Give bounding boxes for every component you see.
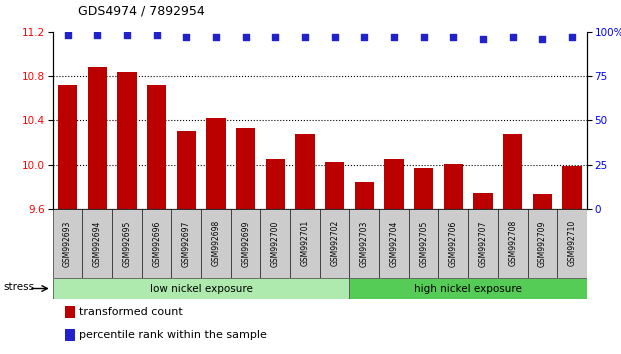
Text: GSM992704: GSM992704 xyxy=(389,220,399,267)
FancyBboxPatch shape xyxy=(290,209,320,278)
FancyBboxPatch shape xyxy=(557,209,587,278)
FancyBboxPatch shape xyxy=(83,209,112,278)
Point xyxy=(241,34,251,40)
Bar xyxy=(88,67,107,209)
Point xyxy=(419,34,428,40)
Bar xyxy=(65,329,75,341)
Point xyxy=(152,33,161,38)
FancyBboxPatch shape xyxy=(438,209,468,278)
Bar xyxy=(533,194,552,209)
Text: transformed count: transformed count xyxy=(79,307,183,317)
Bar xyxy=(236,128,255,209)
Text: GSM992696: GSM992696 xyxy=(152,220,161,267)
Point xyxy=(63,33,73,38)
Bar xyxy=(325,162,344,209)
Bar xyxy=(266,159,285,209)
Point xyxy=(93,33,102,38)
Text: GSM992708: GSM992708 xyxy=(508,220,517,267)
FancyBboxPatch shape xyxy=(468,209,498,278)
Point xyxy=(300,34,310,40)
Text: GSM992707: GSM992707 xyxy=(479,220,487,267)
Bar xyxy=(355,182,374,209)
Point xyxy=(448,34,458,40)
FancyBboxPatch shape xyxy=(527,209,557,278)
FancyBboxPatch shape xyxy=(260,209,290,278)
FancyBboxPatch shape xyxy=(53,209,83,278)
Text: GSM992705: GSM992705 xyxy=(419,220,428,267)
Text: GSM992699: GSM992699 xyxy=(241,220,250,267)
Bar xyxy=(176,131,196,209)
FancyBboxPatch shape xyxy=(171,209,201,278)
Point xyxy=(478,36,488,42)
FancyBboxPatch shape xyxy=(409,209,438,278)
FancyBboxPatch shape xyxy=(498,209,527,278)
Text: GSM992695: GSM992695 xyxy=(122,220,132,267)
FancyBboxPatch shape xyxy=(142,209,171,278)
Point xyxy=(537,36,547,42)
Text: GSM992702: GSM992702 xyxy=(330,220,339,267)
FancyBboxPatch shape xyxy=(350,209,379,278)
Point xyxy=(270,34,280,40)
Text: low nickel exposure: low nickel exposure xyxy=(150,284,253,293)
FancyBboxPatch shape xyxy=(112,209,142,278)
Bar xyxy=(58,85,77,209)
FancyBboxPatch shape xyxy=(53,278,350,299)
Point xyxy=(211,34,221,40)
Bar xyxy=(206,118,225,209)
Point xyxy=(122,33,132,38)
Bar xyxy=(65,306,75,318)
Text: GSM992706: GSM992706 xyxy=(449,220,458,267)
Point xyxy=(330,34,340,40)
Point xyxy=(360,34,369,40)
FancyBboxPatch shape xyxy=(320,209,350,278)
Text: percentile rank within the sample: percentile rank within the sample xyxy=(79,330,267,340)
Text: high nickel exposure: high nickel exposure xyxy=(414,284,522,293)
FancyBboxPatch shape xyxy=(379,209,409,278)
FancyBboxPatch shape xyxy=(350,278,587,299)
Text: GSM992701: GSM992701 xyxy=(301,220,309,267)
Text: GDS4974 / 7892954: GDS4974 / 7892954 xyxy=(78,5,204,18)
Text: GSM992710: GSM992710 xyxy=(568,220,576,267)
Bar xyxy=(443,164,463,209)
Text: GSM992697: GSM992697 xyxy=(182,220,191,267)
Text: GSM992693: GSM992693 xyxy=(63,220,72,267)
Bar xyxy=(473,193,492,209)
Text: GSM992694: GSM992694 xyxy=(93,220,102,267)
Bar xyxy=(147,85,166,209)
FancyBboxPatch shape xyxy=(231,209,260,278)
Point xyxy=(181,34,191,40)
Text: GSM992709: GSM992709 xyxy=(538,220,547,267)
Point xyxy=(508,34,518,40)
FancyBboxPatch shape xyxy=(201,209,231,278)
Bar xyxy=(117,72,137,209)
Text: GSM992700: GSM992700 xyxy=(271,220,280,267)
Bar xyxy=(503,134,522,209)
Point xyxy=(389,34,399,40)
Bar xyxy=(384,159,404,209)
Text: GSM992703: GSM992703 xyxy=(360,220,369,267)
Bar xyxy=(563,166,582,209)
Bar xyxy=(296,134,315,209)
Text: stress: stress xyxy=(3,282,34,292)
Text: GSM992698: GSM992698 xyxy=(212,220,220,267)
Point xyxy=(567,34,577,40)
Bar xyxy=(414,168,433,209)
